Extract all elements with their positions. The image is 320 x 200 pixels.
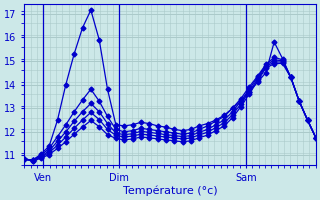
X-axis label: Température (°c): Température (°c) [123, 185, 217, 196]
